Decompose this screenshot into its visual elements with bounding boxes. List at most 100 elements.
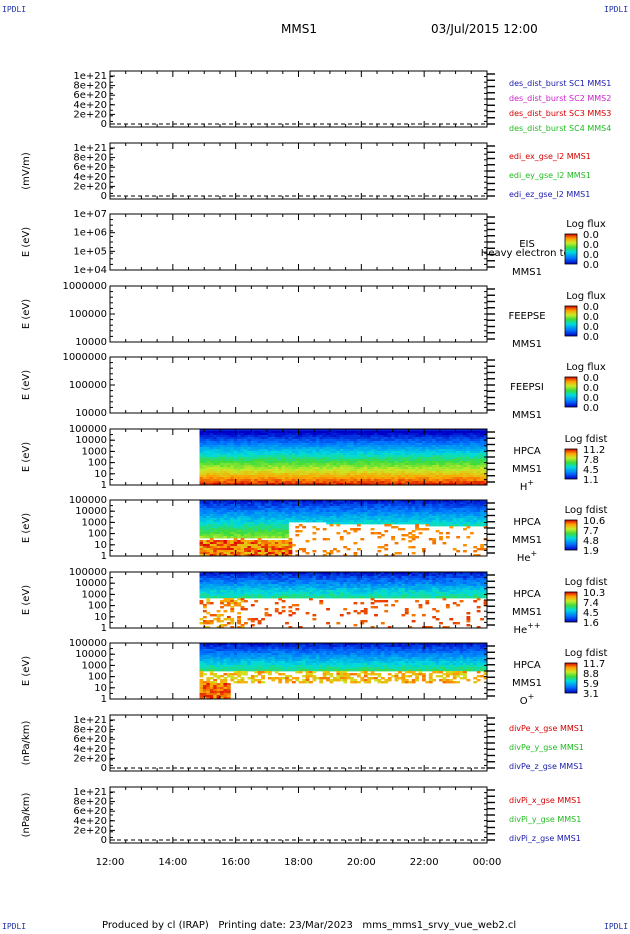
panel-0-ytick-label: 6e+20 xyxy=(73,90,107,101)
panel-3-ytick-label: 1000000 xyxy=(62,281,107,292)
panel-8-ytick-label: 100 xyxy=(88,672,107,683)
panel-5-cbar-value: 4.5 xyxy=(583,465,599,476)
panel-6-ytick-label: 10 xyxy=(94,540,107,551)
panel-10-ytick-label: 1e+21 xyxy=(73,787,107,798)
panel-7-ytick-label: 10 xyxy=(94,612,107,623)
panel-0-ytick-label: 2e+20 xyxy=(73,109,107,120)
panel-4-ylabel: E (eV) xyxy=(21,370,32,400)
panel-3-right-label: FEEPSE xyxy=(508,311,545,322)
panel-2-ytick-label: 1e+04 xyxy=(73,265,107,276)
panel-0-ytick-label: 1e+21 xyxy=(73,71,107,82)
panel-1-legend-entry: edi_ex_gse_l2 MMS1 xyxy=(509,152,591,161)
panel-9-frame xyxy=(109,714,488,772)
panel-9-ytick-label: 6e+20 xyxy=(73,734,107,745)
panel-5-spectrogram xyxy=(199,429,488,486)
panel-0-legend-entry: des_dist_burst SC3 MMS3 xyxy=(509,109,611,118)
panel-9-ytick-label: 8e+20 xyxy=(73,725,107,736)
panel-4-ytick-label: 1000000 xyxy=(62,352,107,363)
datetime-title: 03/Jul/2015 12:00 xyxy=(431,22,538,36)
panel-8-ytick-label: 100000 xyxy=(69,638,107,649)
panel-8-ytick-label: 10 xyxy=(94,683,107,694)
panel-10-legend-entry: divPi_y_gse MMS1 xyxy=(509,815,581,824)
panel-3-ytick-label: 10000 xyxy=(75,337,107,348)
panel-8-cbar-value: 3.1 xyxy=(583,689,599,700)
panel-1-ytick-label: 0 xyxy=(101,191,107,202)
panel-6-ytick-label: 1 xyxy=(101,551,107,562)
panel-5-ytick-label: 10 xyxy=(94,469,107,480)
panel-10-legend-entry: divPi_x_gse MMS1 xyxy=(509,796,581,805)
panel-6-ytick-label: 10000 xyxy=(75,506,107,517)
panel-10-frame xyxy=(109,786,488,844)
panel-10-ytick-label: 0 xyxy=(101,835,107,846)
panel-6-species-label: He+ xyxy=(517,549,537,564)
panel-5-species-label: H+ xyxy=(520,478,534,493)
panel-4-cbar-title: Log flux xyxy=(566,362,606,373)
panel-7-ytick-label: 10000 xyxy=(75,578,107,589)
panel-1-ytick-label: 6e+20 xyxy=(73,162,107,173)
panel-7-cbar-value: 10.3 xyxy=(583,588,605,599)
panel-1-frame xyxy=(109,142,488,200)
panel-3-right-label: MMS1 xyxy=(512,339,542,350)
panel-8-spectrogram xyxy=(199,643,488,700)
panel-4-ytick-label: 100000 xyxy=(69,380,107,391)
panel-7-ytick-label: 1000 xyxy=(82,589,107,600)
panel-0-legend-entry: des_dist_burst SC1 MMS1 xyxy=(509,79,611,88)
panel-10-legend-entry: divPi_z_gse MMS1 xyxy=(509,834,581,843)
panel-5-ytick-label: 1 xyxy=(101,480,107,491)
panel-5-right-label: MMS1 xyxy=(512,464,542,475)
panel-3-cbar-title: Log flux xyxy=(566,291,606,302)
panel-9-ytick-label: 0 xyxy=(101,763,107,774)
panel-5-cbar-value: 1.1 xyxy=(583,475,599,486)
panel-2-frame xyxy=(109,213,488,271)
corner-label-top-right: IPDLI xyxy=(604,5,629,14)
panel-8-cbar-title: Log fdist xyxy=(565,648,608,659)
panel-2-ytick-label: 1e+05 xyxy=(73,246,107,257)
panel-1-ylabel: (mV/m) xyxy=(21,152,32,190)
panel-3-cbar-value: 0.0 xyxy=(583,332,599,343)
panel-1-legend-entry: edi_ez_gse_l2 MMS1 xyxy=(509,190,590,199)
panel-6-cbar-value: 1.9 xyxy=(583,546,599,557)
panel-0-frame xyxy=(109,70,488,128)
panel-5-cbar-value: 11.2 xyxy=(583,445,605,456)
panel-7-ylabel: E (eV) xyxy=(21,585,32,615)
panel-2-cbar-value: 0.0 xyxy=(583,230,599,241)
panel-4-cbar xyxy=(564,376,578,408)
panel-6-right-label: HPCA xyxy=(513,517,541,528)
panel-4-right-label: MMS1 xyxy=(512,410,542,421)
panel-3-cbar-value: 0.0 xyxy=(583,312,599,323)
panel-0-ytick-label: 0 xyxy=(101,119,107,130)
panel-10-ytick-label: 4e+20 xyxy=(73,816,107,827)
panel-7-cbar xyxy=(564,591,578,623)
panel-6-ylabel: E (eV) xyxy=(21,513,32,543)
panel-7-right-label: MMS1 xyxy=(512,607,542,618)
panel-2-cbar-title: Log flux xyxy=(566,219,606,230)
panel-6-spectrogram xyxy=(199,500,488,557)
panel-6-cbar-title: Log fdist xyxy=(565,505,608,516)
panel-8-right-label: HPCA xyxy=(513,660,541,671)
spacecraft-title: MMS1 xyxy=(281,22,317,36)
panel-7-cbar-value: 1.6 xyxy=(583,618,599,629)
panel-4-cbar-value: 0.0 xyxy=(583,393,599,404)
panel-2-ytick-label: 1e+06 xyxy=(73,228,107,239)
panel-7-cbar-value: 4.5 xyxy=(583,608,599,619)
panel-3-cbar-value: 0.0 xyxy=(583,302,599,313)
panel-8-ylabel: E (eV) xyxy=(21,656,32,686)
panel-9-ytick-label: 2e+20 xyxy=(73,753,107,764)
panel-9-ytick-label: 4e+20 xyxy=(73,744,107,755)
footer-credits: Produced by cl (IRAP) Printing date: 23/… xyxy=(102,920,517,931)
panel-7-cbar-title: Log fdist xyxy=(565,577,608,588)
corner-label-top-left: IPDLI xyxy=(2,5,27,14)
panel-7-right-label: HPCA xyxy=(513,589,541,600)
panel-3-cbar-value: 0.0 xyxy=(583,322,599,333)
panel-3-cbar xyxy=(564,305,578,337)
panel-8-cbar xyxy=(564,662,578,694)
panel-2-cbar-value: 0.0 xyxy=(583,250,599,261)
panel-2-cbar-value: 0.0 xyxy=(583,240,599,251)
panel-8-cbar-value: 5.9 xyxy=(583,679,599,690)
panel-1-legend-entry: edi_ey_gse_l2 MMS1 xyxy=(509,171,591,180)
x-tick-label: 16:00 xyxy=(221,857,250,868)
panel-7-species-label: He++ xyxy=(513,621,540,636)
panel-2-cbar xyxy=(564,233,578,265)
panel-4-right-label: FEEPSI xyxy=(510,382,544,393)
panel-7-spectrogram xyxy=(199,572,488,629)
